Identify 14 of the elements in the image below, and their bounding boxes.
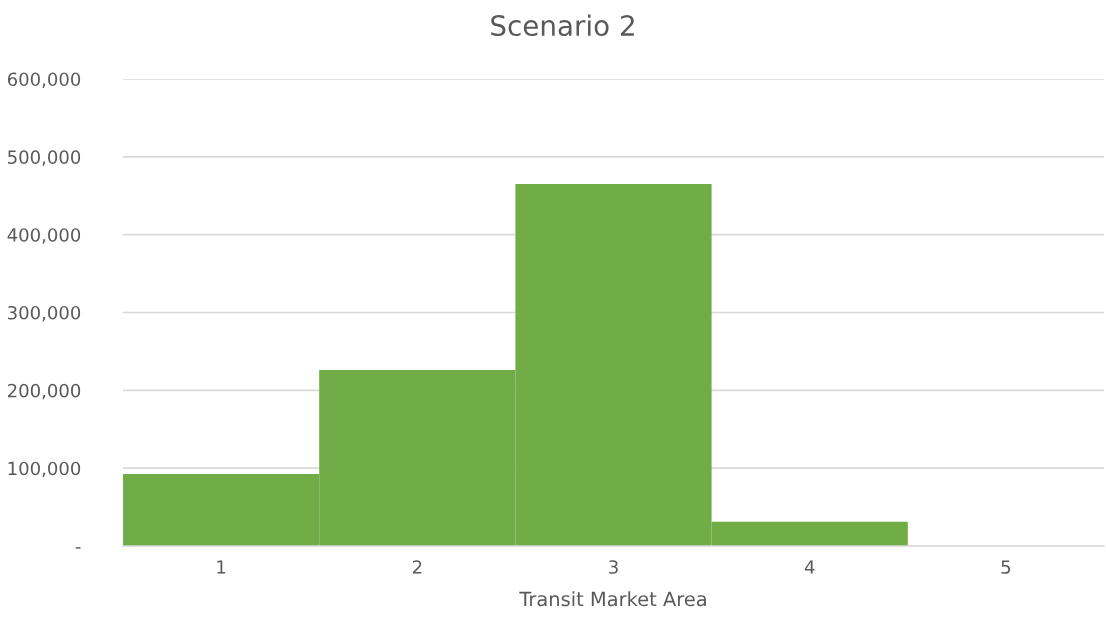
chart-title: Scenario 2 xyxy=(491,14,634,37)
y-tick-label: 600,000 xyxy=(7,72,81,88)
y-tick-label: - xyxy=(75,547,81,549)
x-tick-label: 3 xyxy=(609,560,618,574)
y-tick-label: 300,000 xyxy=(8,305,81,322)
x-tick-label: 1 xyxy=(217,560,226,574)
x-tick-label: 2 xyxy=(412,560,422,574)
y-tick-label: 400,000 xyxy=(7,228,81,244)
y-tick-label: 200,000 xyxy=(7,383,81,400)
x-axis-title: Transit Market Area xyxy=(519,591,706,607)
y-tick-label: 100,000 xyxy=(8,461,81,478)
x-tick-label: 4 xyxy=(804,560,815,574)
x-tick-label: 5 xyxy=(1001,560,1011,574)
y-tick-label: 500,000 xyxy=(8,150,81,166)
